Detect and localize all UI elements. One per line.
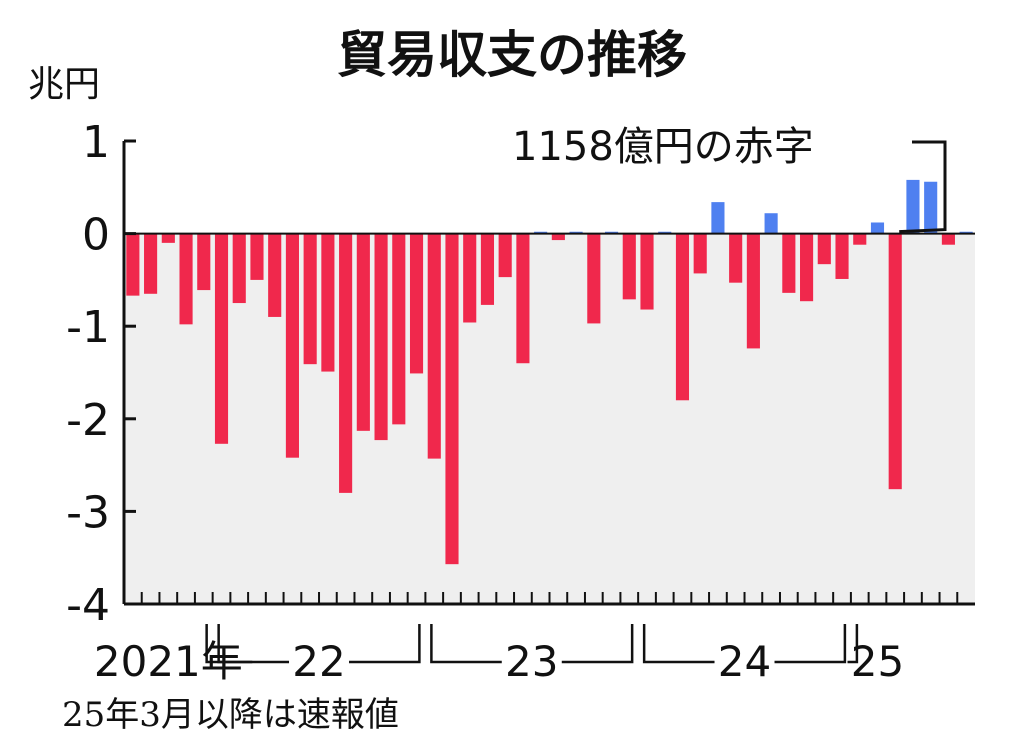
x-year-label: 23 (505, 637, 558, 686)
y-tick-label: -2 (66, 395, 110, 446)
chart-title: 貿易収支の推移 (337, 26, 687, 84)
bar-2024-10 (888, 233, 902, 490)
bar-2024-12 (924, 181, 938, 234)
bar-2021-08 (214, 233, 229, 444)
year-bracket-right (774, 624, 847, 664)
year-bracket-left (847, 624, 859, 664)
bar-2022-10 (463, 233, 477, 323)
bar-2022-06 (392, 233, 406, 425)
bar-2022-09 (445, 233, 459, 565)
bar-2024-06 (817, 233, 831, 265)
bar-2021-04 (144, 233, 158, 294)
y-tick-label: -4 (66, 580, 110, 631)
bar-2021-10 (250, 233, 264, 280)
y-tick-label: 0 (82, 210, 110, 261)
year-bracket-left (642, 624, 715, 664)
y-axis-unit-label: 兆円 (28, 64, 100, 105)
year-brackets: 2021年 22 23 24 25 (94, 624, 904, 686)
bar-2022-08 (427, 233, 441, 459)
bar-2024-09 (870, 222, 885, 234)
bar-2022-07 (409, 233, 424, 374)
bar-2025-01 (941, 233, 955, 245)
bar-2023-10 (675, 233, 690, 401)
bar-2021-07 (197, 233, 211, 291)
x-year-label: 24 (718, 637, 771, 686)
bar-2021-06 (179, 233, 193, 325)
year-bracket-left (217, 624, 290, 664)
y-tick-label: -1 (66, 302, 110, 353)
y-tick-label: 1 (82, 117, 110, 168)
bar-2024-05 (800, 233, 814, 302)
bar-2022-05 (374, 233, 388, 441)
x-axis-ticks (140, 592, 959, 604)
bar-2023-05 (587, 233, 601, 324)
bar-2022-02 (321, 233, 335, 372)
bar-2022-03 (339, 233, 353, 493)
x-year-label: 22 (292, 637, 345, 686)
bar-2022-12 (498, 233, 512, 278)
plot-background (124, 233, 975, 604)
annotation-leader-line (899, 140, 947, 234)
bar-2023-01 (516, 233, 530, 364)
bar-2021-11 (268, 233, 282, 317)
bar-2024-02 (746, 233, 760, 349)
x-year-label: 25 (851, 637, 904, 686)
y-axis-ticks: 1 0 -1 -2 -3 -4 (66, 117, 136, 631)
bar-2021-12 (285, 233, 299, 458)
bar-2024-08 (853, 233, 867, 245)
bar-2023-07 (622, 233, 636, 300)
annotation-label: 1158億円の赤字 (512, 124, 814, 170)
bar-2022-04 (356, 233, 370, 431)
bar-2023-03 (551, 233, 565, 241)
bar-2023-11 (693, 233, 707, 274)
year-bracket-left (430, 624, 502, 664)
bar-series (126, 179, 973, 565)
bar-2021-03 (126, 233, 140, 296)
bar-2024-03 (764, 213, 778, 234)
bar-2021-05 (161, 233, 175, 243)
bar-2024-01 (729, 233, 743, 283)
bar-2022-01 (303, 233, 317, 365)
year-bracket-right (349, 624, 421, 664)
y-tick-label: -3 (66, 487, 110, 538)
bar-2024-04 (782, 233, 796, 293)
bar-2024-11 (906, 179, 920, 234)
footnote: 25年3月以降は速報値 (62, 695, 399, 735)
bar-2023-08 (640, 233, 654, 310)
bar-2024-07 (835, 233, 849, 279)
bar-2023-12 (711, 202, 725, 234)
year-bracket-right (561, 624, 634, 664)
bar-2022-11 (480, 233, 495, 305)
bar-2021-09 (232, 233, 246, 304)
